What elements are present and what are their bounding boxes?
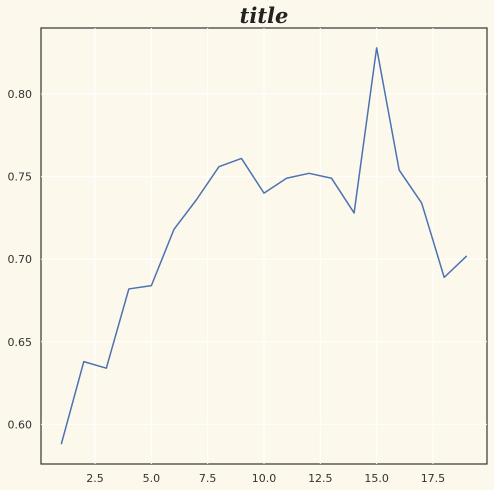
series-lines [60,47,468,445]
x-tick-label: 12.5 [308,472,333,485]
y-tick-label: 0.80 [8,88,33,101]
chart-title: title [240,3,289,28]
y-tick-label: 0.70 [8,253,33,266]
y-axis: 0.60 0.65 0.70 0.75 0.80 [8,88,33,431]
x-tick-label: 10.0 [252,472,277,485]
x-tick-label: 15.0 [364,472,389,485]
x-tick-label: 2.5 [86,472,104,485]
gridlines [41,28,487,464]
x-tick-label: 17.5 [421,472,446,485]
x-tick-label: 7.5 [199,472,217,485]
y-tick-label: 0.65 [8,336,33,349]
y-tick-label: 0.60 [8,418,33,431]
series-line [60,47,468,445]
x-axis: 2.5 5.0 7.5 10.0 12.5 15.0 17.5 [86,472,445,485]
x-tick-label: 5.0 [143,472,161,485]
y-tick-label: 0.75 [8,171,33,184]
